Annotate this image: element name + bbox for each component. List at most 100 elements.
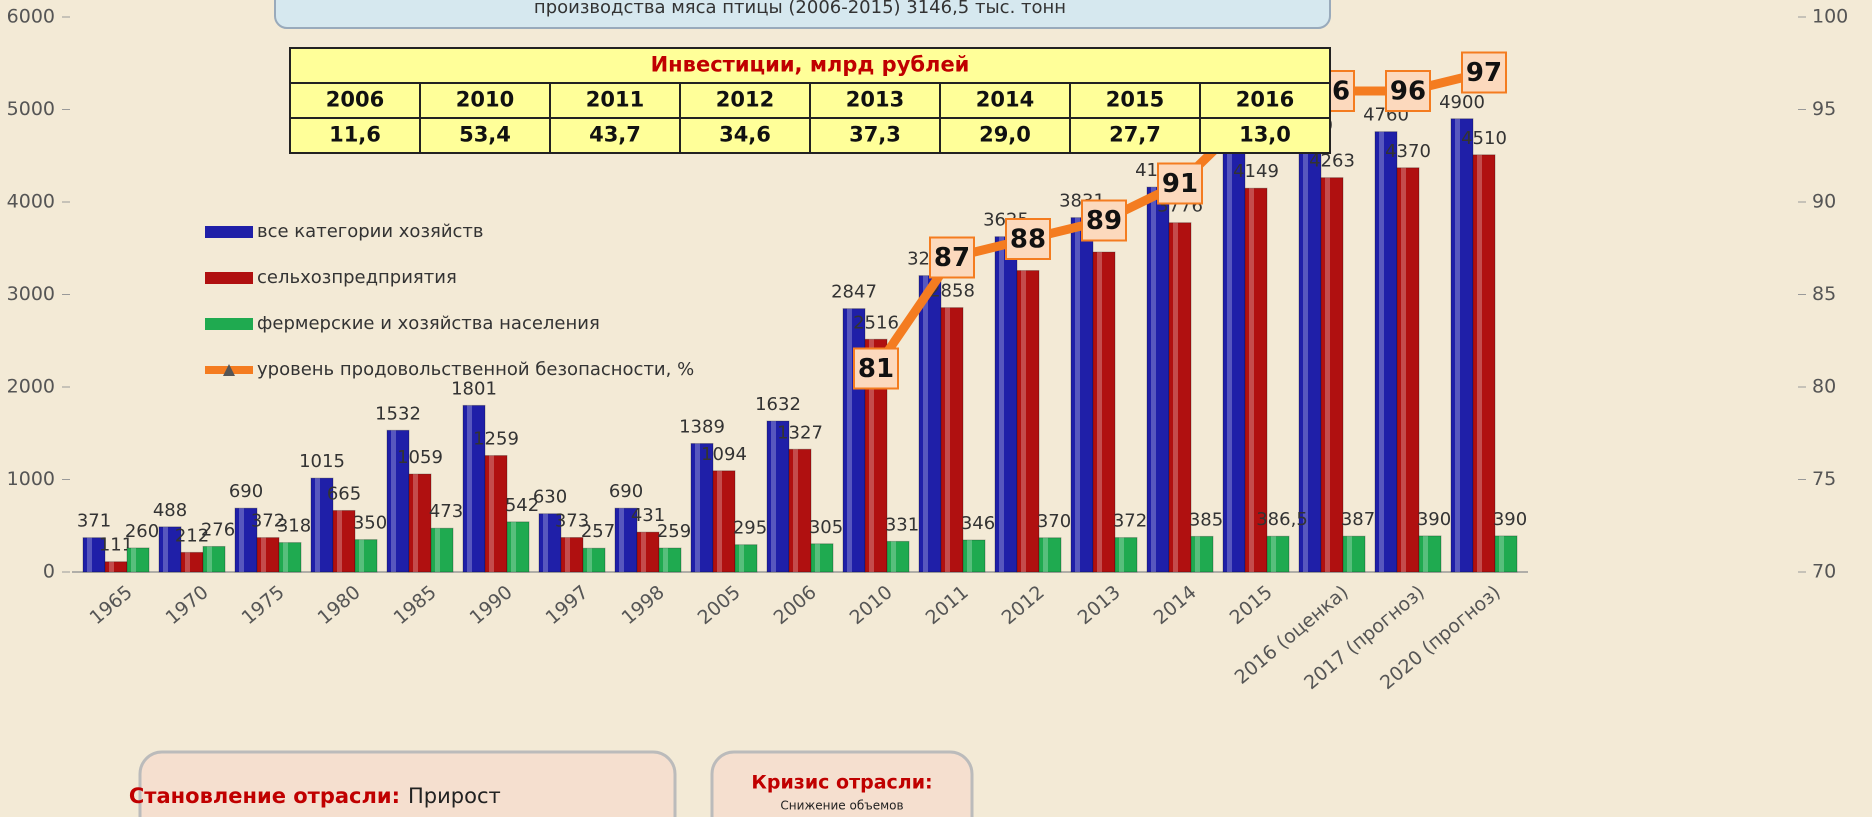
bar [918, 275, 942, 573]
bar-highlight [1227, 152, 1232, 572]
line-marker [1157, 162, 1203, 205]
data-label: 1801 [451, 378, 497, 399]
bar-highlight [391, 430, 396, 572]
bar-highlight [467, 405, 472, 572]
table-cell: 13,0 [1239, 123, 1291, 147]
bar-highlight [869, 339, 874, 572]
bar [1494, 535, 1518, 573]
annotation-title: Становление отрасли: [129, 784, 400, 808]
data-label: 1389 [679, 417, 725, 438]
table-header: 2013 [846, 88, 904, 112]
bar-highlight [1303, 141, 1308, 572]
bar [1342, 535, 1366, 573]
data-label: 371 [77, 511, 111, 532]
line-marker [929, 236, 975, 279]
bar [408, 473, 432, 573]
bar-highlight [771, 421, 776, 572]
bar-highlight [695, 443, 700, 572]
data-label: 665 [327, 483, 361, 504]
line-marker [1461, 51, 1507, 94]
data-label: 1059 [397, 447, 443, 468]
bar-highlight [1325, 177, 1330, 573]
table-header: 2010 [456, 88, 514, 112]
data-label: 89 [1086, 206, 1122, 236]
table-header: 2012 [716, 88, 774, 112]
data-label: 387 [1341, 509, 1375, 530]
table-cell: 43,7 [589, 123, 641, 147]
bar [1374, 131, 1398, 573]
bar-highlight [511, 521, 516, 572]
legend-swatch [205, 318, 253, 330]
table-cell: 27,7 [1109, 123, 1161, 147]
bar-highlight [1043, 537, 1048, 572]
legend-swatch [205, 272, 253, 284]
annotation-text: Снижение объемов [780, 799, 903, 813]
bar-highlight [1195, 536, 1200, 572]
bar-highlight [315, 478, 320, 572]
legend-label: фермерские и хозяйства населения [257, 313, 600, 334]
bar [994, 236, 1018, 573]
bar-highlight [1477, 154, 1482, 572]
data-label: 390 [1417, 509, 1451, 530]
data-label: 260 [125, 521, 159, 542]
bar [158, 526, 182, 573]
table-title: Инвестиции, млрд рублей [651, 53, 970, 77]
bar-highlight [413, 474, 418, 572]
bar [810, 543, 834, 573]
bar [1450, 118, 1474, 573]
bar-highlight [1249, 188, 1254, 572]
table-header: 2006 [326, 88, 384, 112]
y2-tick-label: 85 [1812, 283, 1836, 305]
bar-highlight [163, 526, 168, 572]
y-tick-label: 4000 [7, 191, 55, 213]
bar [1298, 141, 1322, 573]
table-cell: 11,6 [329, 123, 381, 147]
table-header: 2016 [1236, 88, 1294, 112]
data-label: 97 [1466, 58, 1502, 88]
bar [1266, 535, 1290, 573]
y2-tick-label: 70 [1812, 561, 1836, 583]
bar-highlight [207, 546, 212, 572]
data-label: 2847 [831, 282, 877, 303]
table-cell: 37,3 [849, 123, 901, 147]
bar-highlight [359, 539, 364, 572]
bar-highlight [435, 528, 440, 572]
bar-highlight [565, 537, 570, 572]
bar-highlight [999, 236, 1004, 572]
data-label: 331 [885, 514, 919, 535]
bar-highlight [847, 308, 852, 572]
data-label: 257 [581, 521, 615, 542]
data-label: 305 [809, 517, 843, 538]
data-label: 2858 [929, 281, 975, 302]
data-label: 4149 [1233, 161, 1279, 182]
line-marker [1385, 70, 1431, 112]
table-cell: 34,6 [719, 123, 771, 147]
data-label: 4900 [1439, 92, 1485, 113]
bar-highlight [337, 510, 342, 572]
data-label: 473 [429, 501, 463, 522]
annotation-title: Кризис отрасли: [751, 772, 932, 794]
bar [636, 531, 660, 573]
bar [332, 509, 356, 573]
bar [1016, 270, 1040, 573]
bar [1038, 537, 1062, 573]
legend-swatch [205, 226, 253, 238]
data-label: 81 [858, 354, 894, 384]
bar-highlight [717, 470, 722, 572]
bar [712, 470, 736, 573]
table-header: 2011 [586, 88, 644, 112]
data-label: 488 [153, 500, 187, 521]
bar [886, 540, 910, 573]
data-label: 390 [1493, 509, 1527, 530]
line-marker [1005, 218, 1051, 260]
bar [180, 551, 204, 573]
data-label: 87 [934, 243, 970, 273]
bar [126, 547, 150, 573]
data-label: 372 [251, 511, 285, 532]
data-label: 386,5 [1256, 509, 1308, 530]
bar [1418, 535, 1442, 573]
bar [1114, 537, 1138, 573]
bar-highlight [87, 537, 92, 572]
bar-highlight [109, 561, 114, 572]
data-label: 276 [201, 519, 235, 540]
